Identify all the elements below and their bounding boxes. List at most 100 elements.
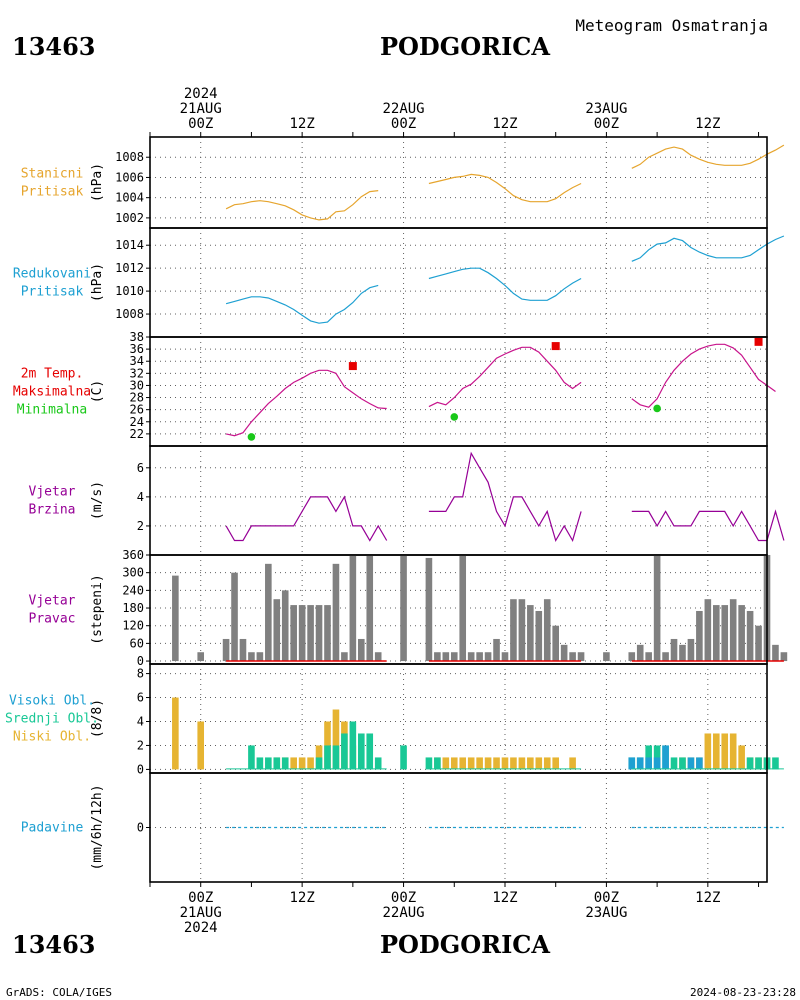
y-tick-label: 6: [137, 691, 144, 705]
direction-bar: [552, 625, 559, 662]
series-line: [631, 343, 776, 408]
cloud-bar: [679, 757, 686, 770]
time-label-bottom: 00Z: [391, 890, 416, 906]
time-label-bottom: 12Z: [289, 890, 314, 906]
cloud-bar: [493, 757, 500, 770]
direction-bar: [341, 652, 348, 662]
panel-frame: [149, 772, 768, 883]
direction-bar: [222, 638, 230, 662]
direction-bar: [772, 644, 779, 662]
cloud-bar: [552, 757, 559, 770]
y-tick-label: 60: [130, 636, 144, 650]
station-name-top: PODGORICA: [380, 32, 550, 61]
cloud-bar: [358, 733, 365, 770]
y-tick-label: 36: [130, 342, 144, 356]
series-line: [631, 509, 785, 542]
cloud-bar: [273, 757, 281, 770]
time-label-bottom: 23AUG: [585, 905, 627, 921]
unit-label: (hPa): [90, 163, 105, 202]
y-tick-label: 1012: [115, 261, 144, 275]
direction-bar: [780, 652, 788, 662]
y-tick-label: 28: [130, 391, 144, 405]
y-tick-label: 1002: [115, 211, 144, 225]
direction-bar: [425, 557, 433, 662]
panel-station-pressure: 1002 1004 1006 1008 (hPa) Stanicni Pritisak: [21, 136, 785, 229]
cloud-bar: [670, 757, 678, 770]
direction-bar: [197, 652, 205, 662]
cloud-bar: [569, 757, 576, 770]
unit-label: (mm/6h/12h): [90, 784, 105, 870]
cloud-bar: [721, 733, 729, 770]
y-tick-label: 4: [137, 490, 144, 504]
y-tick-label: 1014: [115, 238, 144, 252]
direction-bar: [653, 555, 661, 662]
direction-bar: [712, 605, 720, 662]
direction-bar: [324, 605, 331, 662]
cloud-bar: [197, 721, 205, 770]
cloud-bar: [662, 745, 669, 770]
cloud-bar: [459, 757, 467, 770]
direction-bar: [315, 605, 323, 662]
cloud-bar: [307, 757, 314, 770]
panel-label: Pravac: [29, 612, 76, 627]
cloud-bar: [729, 733, 737, 770]
direction-bar: [281, 590, 289, 662]
unit-label: (hPa): [90, 263, 105, 302]
time-label-top: 12Z: [492, 116, 517, 132]
series-line: [225, 495, 388, 542]
cloud-bar: [256, 757, 264, 770]
station-id-bottom: 13463: [12, 930, 96, 959]
cloud-bar: [450, 757, 458, 770]
unit-label: (stepeni): [90, 574, 105, 644]
y-tick-label: 38: [130, 330, 144, 344]
direction-bar: [535, 610, 543, 662]
y-tick-label: 1008: [115, 307, 144, 321]
time-label-top: 12Z: [289, 116, 314, 132]
unit-label: (8/8): [90, 699, 105, 738]
cloud-bar: [290, 757, 297, 770]
direction-bar: [349, 555, 357, 662]
panel-label: Vjetar: [29, 485, 76, 500]
station-id-top: 13463: [12, 32, 96, 61]
station-name-bottom: PODGORICA: [380, 930, 550, 959]
direction-bar: [670, 638, 678, 662]
y-tick-label: 0: [137, 821, 144, 835]
y-tick-label: 300: [122, 566, 144, 580]
cloud-bar: [772, 757, 779, 770]
unit-label: (m/s): [90, 481, 105, 520]
direction-bar: [273, 599, 281, 662]
direction-bar: [358, 638, 365, 662]
direction-bar: [628, 652, 636, 662]
series-line: [428, 451, 582, 543]
panel-label: Padavine: [21, 821, 84, 836]
y-tick-label: 240: [122, 583, 144, 597]
time-label-bottom: 22AUG: [382, 905, 424, 921]
direction-bar: [459, 555, 467, 662]
time-label-bottom: 00Z: [594, 890, 619, 906]
plot-area: 1002100410061008(hPa)StanicniPritisak100…: [5, 86, 788, 936]
direction-bar: [332, 563, 340, 662]
panel-label: 2m Temp.: [21, 367, 84, 382]
cloud-bar: [298, 757, 306, 770]
cloud-bar: [653, 757, 661, 770]
direction-bar: [400, 555, 407, 662]
cloud-bar: [535, 757, 543, 770]
cloud-bar: [755, 757, 762, 770]
cloud-bar: [476, 757, 483, 770]
direction-bar: [366, 555, 374, 662]
y-tick-label: 24: [130, 415, 144, 429]
max-temp-marker: [754, 337, 763, 346]
max-temp-marker: [348, 362, 357, 371]
series-line: [225, 190, 379, 221]
panel-label: Pritisak: [21, 185, 84, 200]
cloud-bar: [366, 733, 374, 770]
cloud-bar: [315, 757, 323, 770]
direction-bar: [755, 625, 762, 662]
panel-label: Maksimalna: [13, 385, 91, 400]
y-tick-label: 2: [137, 519, 144, 533]
min-temp-marker: [247, 433, 256, 441]
cloud-bar: [341, 733, 348, 770]
cloud-bar: [332, 745, 340, 770]
direction-bar: [434, 652, 441, 662]
cloud-bar: [738, 745, 745, 770]
